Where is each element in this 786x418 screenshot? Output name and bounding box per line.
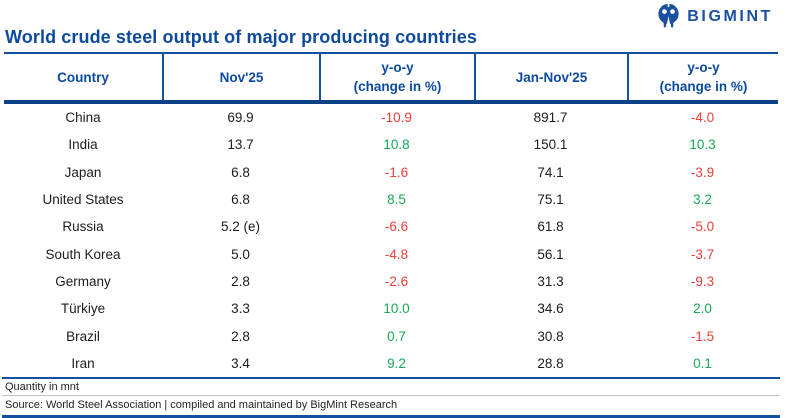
yoy-nov-cell: 8.5 <box>387 192 406 208</box>
nov-value-cell: 13.7 <box>227 137 254 153</box>
nov-value-cell: 3.3 <box>231 301 250 317</box>
jan-nov-value-cell: 75.1 <box>537 192 564 208</box>
table-row: Türkiye 3.3 10.0 34.6 2.0 <box>4 295 778 322</box>
jan-nov-value-cell: 56.1 <box>537 246 564 262</box>
yoy-nov-cell: -2.6 <box>384 273 409 289</box>
yoy-jan-nov-cell: -5.0 <box>690 219 715 235</box>
table-header-row: Country Nov'25 y-o-y (change in %) Jan-No… <box>4 52 778 104</box>
nov-value-cell: 5.0 <box>231 246 250 262</box>
country-cell: China <box>65 110 101 126</box>
yoy-jan-nov-cell: 2.0 <box>693 301 712 317</box>
column-header-yoy-nov: y-o-y (change in %) <box>319 54 474 100</box>
yoy-nov-cell: -10.9 <box>381 110 412 126</box>
country-cell: Germany <box>55 273 111 289</box>
table-row: India 13.7 10.8 150.1 10.3 <box>4 131 778 158</box>
table-row: China 69.9 -10.9 891.7 -4.0 <box>4 104 778 131</box>
column-header-jan-nov25: Jan-Nov'25 <box>474 54 627 100</box>
nov-value-cell: 69.9 <box>227 110 254 126</box>
table-row: United States 6.8 8.5 75.1 3.2 <box>4 186 778 213</box>
yoy-jan-nov-cell: 10.3 <box>689 137 716 153</box>
country-cell: South Korea <box>45 246 121 262</box>
yoy-nov-cell: 9.2 <box>387 355 406 371</box>
table-row: Brazil 2.8 0.7 30.8 -1.5 <box>4 322 778 349</box>
yoy-nov-cell: -6.6 <box>384 219 409 235</box>
yoy-jan-nov-cell: 3.2 <box>693 192 712 208</box>
table-row: South Korea 5.0 -4.8 56.1 -3.7 <box>4 240 778 267</box>
nov-value-cell: 2.8 <box>231 328 250 344</box>
country-cell: Japan <box>64 164 102 180</box>
jan-nov-value-cell: 61.8 <box>537 219 564 235</box>
yoy-jan-nov-cell: -4.0 <box>690 110 715 126</box>
yoy-jan-nov-cell: -3.7 <box>690 246 715 262</box>
country-cell: United States <box>42 192 124 208</box>
nov-value-cell: 3.4 <box>231 355 250 371</box>
country-cell: India <box>68 137 98 153</box>
table-row: Japan 6.8 -1.6 74.1 -3.9 <box>4 159 778 186</box>
table-footer: Quantity in mnt Source: World Steel Asso… <box>2 377 780 418</box>
nov-value-cell: 6.8 <box>231 164 250 180</box>
column-header-country: Country <box>57 69 109 85</box>
yoy-jan-nov-cell: -9.3 <box>690 273 715 289</box>
jan-nov-value-cell: 34.6 <box>537 301 564 317</box>
jan-nov-value-cell: 891.7 <box>533 110 568 126</box>
nov-value-cell: 5.2 (e) <box>220 219 261 235</box>
country-cell: Iran <box>71 355 95 371</box>
table-row: Germany 2.8 -2.6 31.3 -9.3 <box>4 268 778 295</box>
unit-note: Quantity in mnt <box>2 379 780 396</box>
table-row: Russia 5.2 (e) -6.6 61.8 -5.0 <box>4 213 778 240</box>
jan-nov-value-cell: 31.3 <box>537 273 564 289</box>
country-cell: Türkiye <box>60 301 106 317</box>
jan-nov-value-cell: 30.8 <box>537 328 564 344</box>
bigmint-logo-icon <box>655 3 682 30</box>
table-row: Iran 3.4 9.2 28.8 0.1 <box>4 350 778 377</box>
yoy-nov-cell: -4.8 <box>384 246 409 262</box>
crude-steel-table: Country Nov'25 y-o-y (change in %) Jan-No… <box>4 52 778 377</box>
jan-nov-value-cell: 74.1 <box>537 164 564 180</box>
yoy-jan-nov-cell: 0.1 <box>693 355 712 371</box>
yoy-jan-nov-cell: -3.9 <box>690 164 715 180</box>
page-title: World crude steel output of major produc… <box>5 27 477 47</box>
column-header-yoy-jan-nov: y-o-y (change in %) <box>627 54 778 100</box>
jan-nov-value-cell: 150.1 <box>533 137 568 153</box>
yoy-nov-cell: 0.7 <box>387 328 406 344</box>
yoy-nov-cell: 10.8 <box>383 137 410 153</box>
country-cell: Russia <box>62 219 104 235</box>
nov-value-cell: 2.8 <box>231 273 250 289</box>
yoy-nov-cell: -1.6 <box>384 164 409 180</box>
jan-nov-value-cell: 28.8 <box>537 355 564 371</box>
yoy-nov-cell: 10.0 <box>383 301 410 317</box>
bigmint-logo: BIGMINT <box>655 3 773 30</box>
column-header-nov25: Nov'25 <box>162 54 319 100</box>
nov-value-cell: 6.8 <box>231 192 250 208</box>
yoy-jan-nov-cell: -1.5 <box>690 328 715 344</box>
bigmint-logo-text: BIGMINT <box>687 7 773 25</box>
country-cell: Brazil <box>66 328 100 344</box>
source-note: Source: World Steel Association | compil… <box>5 399 398 411</box>
table-body: China 69.9 -10.9 891.7 -4.0 India 13.7 1… <box>4 104 778 377</box>
